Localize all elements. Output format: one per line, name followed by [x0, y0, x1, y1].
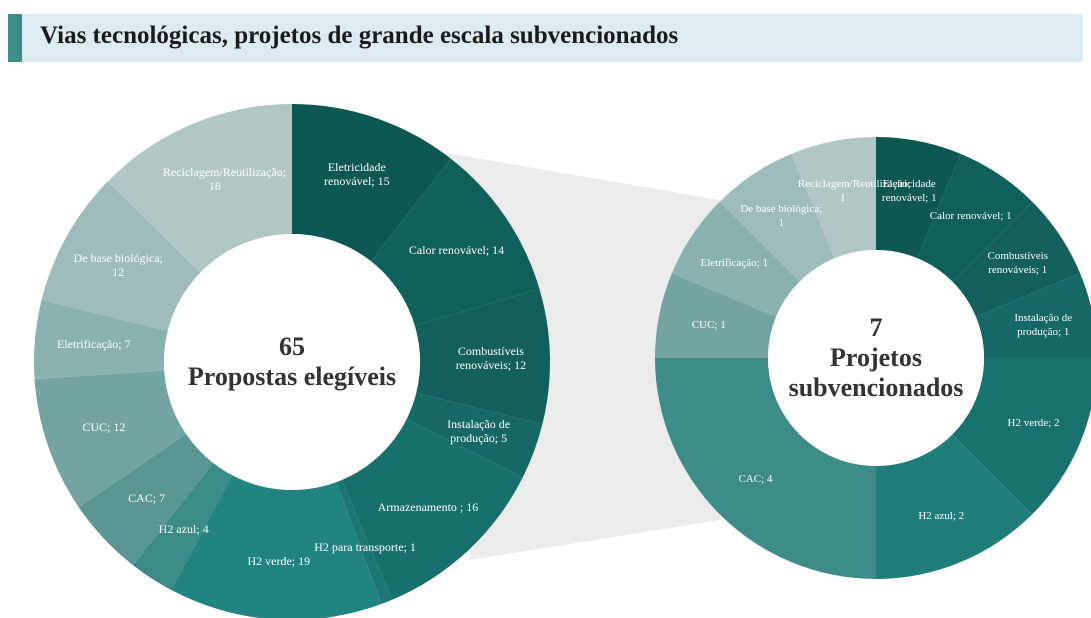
- donut-segment: [41, 181, 201, 332]
- donut-segment: [655, 358, 876, 579]
- data-label: Eletricidade renovável; 1: [881, 177, 937, 204]
- donut-segment: [414, 288, 550, 425]
- data-label: Eletrificação; 7: [56, 337, 131, 352]
- data-label: H2 verde; 2: [1007, 417, 1060, 430]
- data-label: Eletricidade renovável; 15: [324, 159, 390, 188]
- donut-segment: [876, 434, 1033, 579]
- donut-segment: [107, 104, 292, 273]
- center-label: Propostas elegíveis: [187, 362, 397, 391]
- data-label: CAC; 7: [128, 490, 166, 505]
- donut-segment: [370, 158, 540, 326]
- data-label: De base biológica; 1: [740, 203, 823, 230]
- donut-segment: [406, 392, 543, 478]
- donut-segment: [791, 137, 876, 259]
- center-value: 7: [869, 313, 883, 342]
- data-label: Calor renovável; 14: [408, 243, 505, 258]
- donut-segment: [719, 153, 835, 282]
- data-label: Reciclagem/Reutilização; 18: [162, 164, 287, 193]
- donut-segment: [917, 153, 1033, 282]
- data-label: Combustíveis renováveis; 12: [455, 343, 527, 372]
- donut-segment: [952, 201, 1081, 317]
- title-bar: [8, 14, 1083, 62]
- center-text: 65 Propostas elegíveis: [164, 332, 420, 392]
- title: Vias tecnológicas, projetos de grande es…: [40, 22, 679, 49]
- data-label: Calor renovável; 1: [929, 210, 1012, 223]
- data-label: Combustíveis renováveis; 1: [987, 250, 1048, 277]
- donut-segment: [671, 201, 800, 317]
- data-label: CUC; 1: [691, 318, 726, 331]
- data-label: H2 azul; 4: [158, 521, 209, 536]
- center-label: Projetos subvencionados: [788, 343, 964, 402]
- donut-segment: [952, 358, 1091, 515]
- data-label: Armazenamento ; 16: [377, 500, 479, 515]
- data-label: H2 verde; 19: [247, 553, 311, 568]
- donut-segment: [336, 479, 393, 605]
- data-label: CUC; 12: [82, 419, 126, 434]
- donut-hole: [768, 250, 984, 466]
- donut-segment: [34, 299, 168, 380]
- center-value: 65: [279, 332, 305, 361]
- data-label: H2 para transporte; 1: [314, 540, 416, 555]
- donut-segment: [341, 419, 523, 600]
- donut-segment: [975, 273, 1091, 358]
- donut-segment: [34, 370, 187, 508]
- donut-segment: [171, 475, 382, 618]
- donut-segment: [876, 137, 961, 259]
- donut-segment: [655, 273, 777, 358]
- donut-segment: [133, 462, 233, 591]
- title-accent: [8, 14, 22, 62]
- donut-segment: [292, 104, 451, 262]
- center-text: 7 Projetos subvencionados: [768, 313, 984, 403]
- data-label: Reciclagem/Reutilização; 1: [797, 177, 911, 204]
- data-label: CAC; 4: [738, 472, 773, 485]
- data-label: H2 azul; 2: [918, 509, 965, 522]
- data-label: Instalação de produção; 1: [1014, 311, 1073, 338]
- data-label: Instalação de produção; 5: [447, 416, 511, 445]
- donut-segment: [78, 433, 214, 566]
- data-label: Eletrificação; 1: [700, 257, 768, 270]
- data-label: De base biológica; 12: [73, 251, 163, 280]
- donut-hole: [164, 234, 420, 490]
